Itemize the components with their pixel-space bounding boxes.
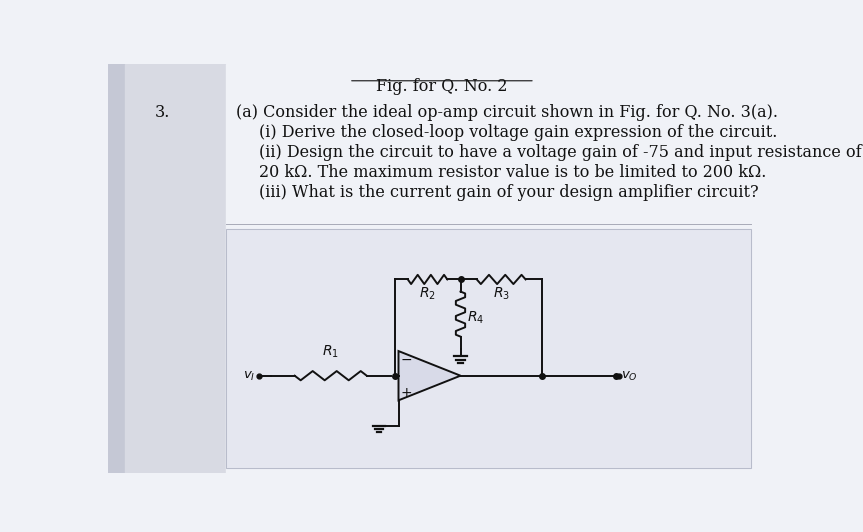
Bar [108,64,125,473]
Text: (iii) What is the current gain of your design amplifier circuit?: (iii) What is the current gain of your d… [259,184,759,201]
Text: (ii) Design the circuit to have a voltage gain of -75 and input resistance of: (ii) Design the circuit to have a voltag… [259,144,861,161]
Text: Fig. for Q. No. 2: Fig. for Q. No. 2 [376,78,507,95]
Text: (i) Derive the closed-loop voltage gain expression of the circuit.: (i) Derive the closed-loop voltage gain … [259,124,778,141]
Text: $-$: $-$ [400,352,413,366]
Bar [226,64,777,473]
Text: $R_2$: $R_2$ [419,286,436,302]
Text: (a) Consider the ideal op-amp circuit shown in Fig. for Q. No. 3(a).: (a) Consider the ideal op-amp circuit sh… [236,104,778,121]
Text: $v_I$: $v_I$ [243,370,255,383]
Polygon shape [399,351,461,400]
Bar [226,229,751,468]
Text: $R_4$: $R_4$ [467,310,484,326]
Text: 20 kΩ. The maximum resistor value is to be limited to 200 kΩ.: 20 kΩ. The maximum resistor value is to … [259,164,766,181]
Text: $R_1$: $R_1$ [322,344,339,360]
Bar [125,64,226,473]
Text: 3.: 3. [154,104,170,121]
Text: $R_3$: $R_3$ [493,286,510,302]
Text: $+$: $+$ [400,386,413,400]
Text: $v_O$: $v_O$ [620,370,638,383]
Bar [226,229,751,468]
